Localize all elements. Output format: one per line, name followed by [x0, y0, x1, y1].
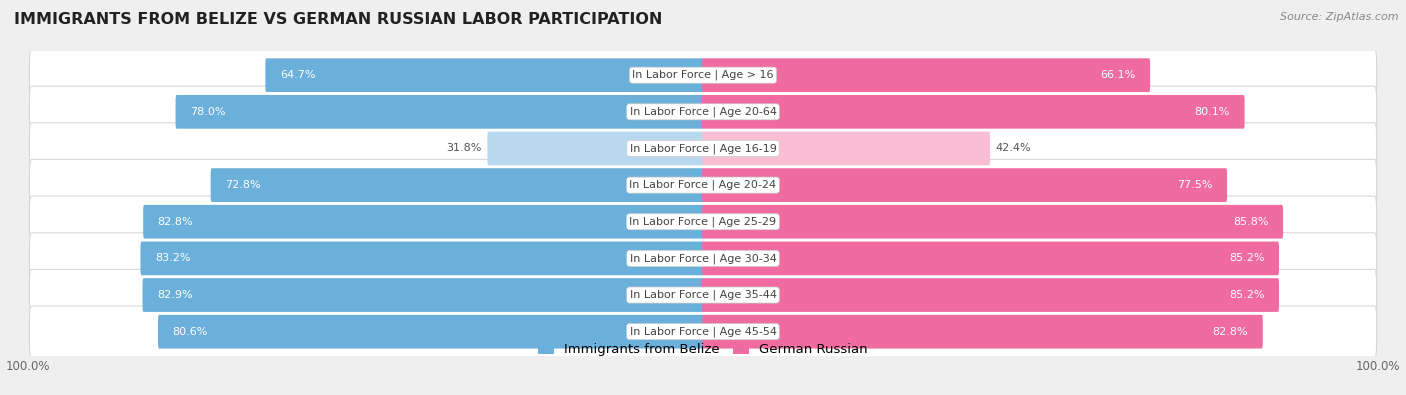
- FancyBboxPatch shape: [30, 196, 1376, 247]
- FancyBboxPatch shape: [702, 241, 1279, 275]
- FancyBboxPatch shape: [211, 168, 704, 202]
- FancyBboxPatch shape: [30, 306, 1376, 357]
- Text: In Labor Force | Age 16-19: In Labor Force | Age 16-19: [630, 143, 776, 154]
- FancyBboxPatch shape: [702, 278, 1279, 312]
- Text: 82.8%: 82.8%: [1213, 327, 1249, 337]
- FancyBboxPatch shape: [702, 58, 1150, 92]
- FancyBboxPatch shape: [702, 168, 1227, 202]
- FancyBboxPatch shape: [30, 86, 1376, 137]
- FancyBboxPatch shape: [702, 205, 1284, 239]
- Text: 77.5%: 77.5%: [1177, 180, 1212, 190]
- Text: 42.4%: 42.4%: [995, 143, 1032, 154]
- Text: 85.2%: 85.2%: [1229, 290, 1264, 300]
- Text: In Labor Force | Age 20-64: In Labor Force | Age 20-64: [630, 107, 776, 117]
- Text: 85.8%: 85.8%: [1233, 217, 1268, 227]
- FancyBboxPatch shape: [30, 269, 1376, 321]
- Text: 31.8%: 31.8%: [446, 143, 482, 154]
- Text: In Labor Force | Age 35-44: In Labor Force | Age 35-44: [630, 290, 776, 300]
- FancyBboxPatch shape: [142, 278, 704, 312]
- Text: Source: ZipAtlas.com: Source: ZipAtlas.com: [1281, 12, 1399, 22]
- Text: In Labor Force | Age 25-29: In Labor Force | Age 25-29: [630, 216, 776, 227]
- Text: In Labor Force | Age 45-54: In Labor Force | Age 45-54: [630, 326, 776, 337]
- FancyBboxPatch shape: [30, 49, 1376, 101]
- Text: In Labor Force | Age 20-24: In Labor Force | Age 20-24: [630, 180, 776, 190]
- FancyBboxPatch shape: [30, 233, 1376, 284]
- Text: 85.2%: 85.2%: [1229, 253, 1264, 263]
- Text: In Labor Force | Age 30-34: In Labor Force | Age 30-34: [630, 253, 776, 263]
- FancyBboxPatch shape: [30, 123, 1376, 174]
- Text: 83.2%: 83.2%: [155, 253, 190, 263]
- FancyBboxPatch shape: [488, 132, 704, 166]
- Text: 66.1%: 66.1%: [1101, 70, 1136, 80]
- Text: IMMIGRANTS FROM BELIZE VS GERMAN RUSSIAN LABOR PARTICIPATION: IMMIGRANTS FROM BELIZE VS GERMAN RUSSIAN…: [14, 12, 662, 27]
- Text: 78.0%: 78.0%: [190, 107, 225, 117]
- Text: 80.6%: 80.6%: [173, 327, 208, 337]
- FancyBboxPatch shape: [702, 132, 990, 166]
- Text: 82.8%: 82.8%: [157, 217, 193, 227]
- Text: In Labor Force | Age > 16: In Labor Force | Age > 16: [633, 70, 773, 81]
- FancyBboxPatch shape: [143, 205, 704, 239]
- FancyBboxPatch shape: [266, 58, 704, 92]
- FancyBboxPatch shape: [157, 315, 704, 348]
- FancyBboxPatch shape: [30, 160, 1376, 211]
- Text: 82.9%: 82.9%: [157, 290, 193, 300]
- FancyBboxPatch shape: [702, 315, 1263, 348]
- Legend: Immigrants from Belize, German Russian: Immigrants from Belize, German Russian: [533, 337, 873, 361]
- FancyBboxPatch shape: [702, 95, 1244, 129]
- FancyBboxPatch shape: [176, 95, 704, 129]
- Text: 64.7%: 64.7%: [280, 70, 315, 80]
- Text: 80.1%: 80.1%: [1195, 107, 1230, 117]
- Text: 72.8%: 72.8%: [225, 180, 260, 190]
- FancyBboxPatch shape: [141, 241, 704, 275]
